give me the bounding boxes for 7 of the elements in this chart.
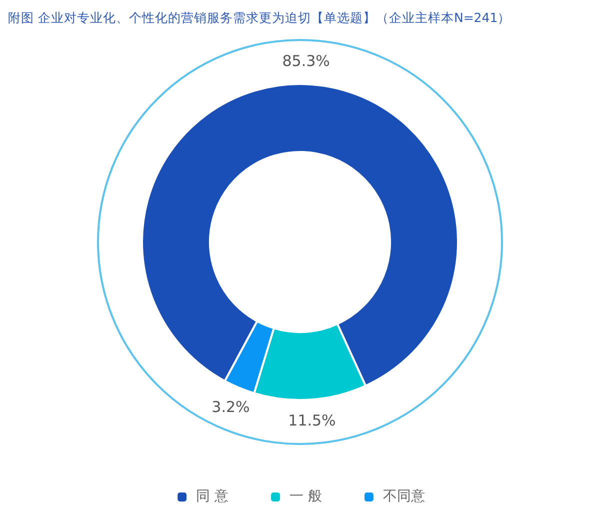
legend-label: 同 意 — [196, 488, 229, 505]
data-label: 3.2% — [212, 398, 250, 416]
data-label: 11.5% — [288, 411, 336, 430]
legend-label: 一 般 — [290, 488, 322, 505]
legend-label: 不同意 — [382, 488, 425, 505]
chart-title: 附图 企业对专业化、个性化的营销服务需求更为迫切【单选题】（企业主样本N=241） — [8, 9, 512, 27]
data-label: 85.3% — [282, 52, 330, 70]
